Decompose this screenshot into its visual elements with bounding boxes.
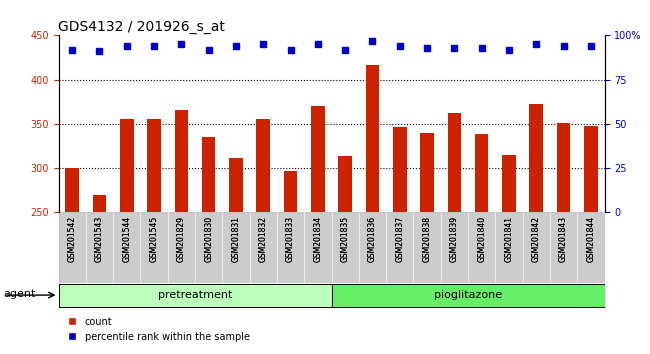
Bar [421, 133, 434, 212]
Bar [584, 126, 598, 212]
Text: GSM201843: GSM201843 [559, 216, 568, 262]
Text: GSM201837: GSM201837 [395, 216, 404, 262]
Text: GSM201843: GSM201843 [559, 216, 568, 262]
Bar [523, 212, 550, 283]
Text: GSM201844: GSM201844 [586, 216, 595, 262]
Bar [393, 127, 407, 212]
Text: GSM201839: GSM201839 [450, 216, 459, 262]
Bar [359, 212, 386, 283]
Text: GSM201832: GSM201832 [259, 216, 268, 262]
Legend: count, percentile rank within the sample: count, percentile rank within the sample [63, 313, 254, 346]
Bar [550, 212, 577, 283]
Text: GSM201545: GSM201545 [150, 216, 159, 262]
Text: GSM201544: GSM201544 [122, 216, 131, 262]
Text: GSM201542: GSM201542 [68, 216, 77, 262]
Text: GSM201834: GSM201834 [313, 216, 322, 262]
Bar [140, 212, 168, 283]
Text: GSM201840: GSM201840 [477, 216, 486, 262]
Text: GSM201831: GSM201831 [231, 216, 240, 262]
Text: GSM201836: GSM201836 [368, 216, 377, 262]
Text: GSM201834: GSM201834 [313, 216, 322, 262]
Bar [577, 212, 605, 283]
Text: GSM201839: GSM201839 [450, 216, 459, 262]
Text: GSM201835: GSM201835 [341, 216, 350, 262]
Bar [174, 110, 188, 212]
Bar [250, 212, 277, 283]
Bar [277, 212, 304, 283]
Bar [229, 159, 243, 212]
Text: GSM201829: GSM201829 [177, 216, 186, 262]
Bar [468, 212, 495, 283]
Text: GSM201543: GSM201543 [95, 216, 104, 262]
Bar [304, 212, 332, 283]
Text: pioglitazone: pioglitazone [434, 290, 502, 300]
Bar [58, 285, 332, 307]
Bar [474, 134, 489, 212]
Text: GSM201842: GSM201842 [532, 216, 541, 262]
Text: GSM201831: GSM201831 [231, 216, 240, 262]
Text: GSM201840: GSM201840 [477, 216, 486, 262]
Text: GSM201842: GSM201842 [532, 216, 541, 262]
Bar [365, 65, 380, 212]
Text: GDS4132 / 201926_s_at: GDS4132 / 201926_s_at [58, 21, 226, 34]
Bar [413, 212, 441, 283]
Bar [195, 212, 222, 283]
Text: GSM201829: GSM201829 [177, 216, 186, 262]
Text: GSM201838: GSM201838 [422, 216, 432, 262]
Text: GSM201830: GSM201830 [204, 216, 213, 262]
Text: GSM201837: GSM201837 [395, 216, 404, 262]
Bar [530, 104, 543, 212]
Text: GSM201833: GSM201833 [286, 216, 295, 262]
Bar [311, 106, 324, 212]
Bar [556, 123, 571, 212]
Text: GSM201833: GSM201833 [286, 216, 295, 262]
Text: GSM201838: GSM201838 [422, 216, 432, 262]
Text: agent: agent [3, 289, 36, 299]
Bar [86, 212, 113, 283]
Text: GSM201544: GSM201544 [122, 216, 131, 262]
Bar [256, 120, 270, 212]
Bar [202, 137, 216, 212]
Bar [332, 285, 604, 307]
Text: GSM201841: GSM201841 [504, 216, 514, 262]
Bar [386, 212, 413, 283]
Text: GSM201832: GSM201832 [259, 216, 268, 262]
Bar [168, 212, 195, 283]
Bar [120, 119, 134, 212]
Bar [332, 212, 359, 283]
Text: GSM201841: GSM201841 [504, 216, 514, 262]
Text: GSM201836: GSM201836 [368, 216, 377, 262]
Bar [65, 168, 79, 212]
Bar [113, 212, 140, 283]
Text: GSM201844: GSM201844 [586, 216, 595, 262]
Bar [495, 212, 523, 283]
Bar [148, 120, 161, 212]
Bar [92, 195, 107, 212]
Text: GSM201545: GSM201545 [150, 216, 159, 262]
Bar [339, 156, 352, 212]
Text: GSM201835: GSM201835 [341, 216, 350, 262]
Text: pretreatment: pretreatment [158, 290, 232, 300]
Bar [58, 212, 86, 283]
Bar [441, 212, 468, 283]
Bar [284, 171, 298, 212]
Text: GSM201543: GSM201543 [95, 216, 104, 262]
Text: GSM201830: GSM201830 [204, 216, 213, 262]
Bar [502, 155, 516, 212]
Text: GSM201542: GSM201542 [68, 216, 77, 262]
Bar [222, 212, 250, 283]
Bar [447, 113, 461, 212]
